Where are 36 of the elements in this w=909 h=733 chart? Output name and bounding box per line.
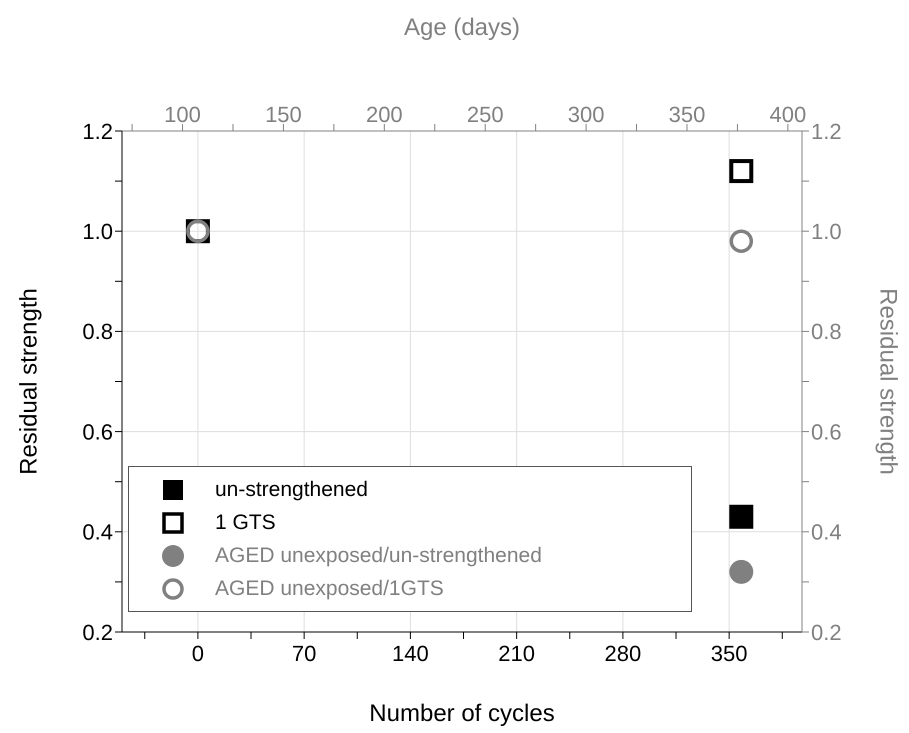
- x-tick-label: 140: [392, 641, 429, 666]
- x-tick-label: 210: [498, 641, 535, 666]
- y-tick-label: 0.2: [82, 620, 113, 645]
- y2-tick-label: 0.8: [811, 319, 842, 344]
- x2-tick-label: 250: [466, 102, 504, 127]
- x2-tick-label: 300: [568, 102, 604, 127]
- y2-tick-label: 0.6: [811, 419, 842, 444]
- point: [729, 159, 754, 184]
- y2-tick-label: 1.0: [811, 219, 842, 244]
- x2-tick-label: 150: [265, 102, 302, 127]
- x-axis-title: Number of cycles: [369, 700, 555, 727]
- y2-tick-label: 1.2: [811, 118, 842, 144]
- x-tick-label: 350: [710, 641, 748, 666]
- x2-tick-label: 200: [366, 102, 403, 127]
- y-tick-label: 0.4: [82, 520, 113, 545]
- x-tick-label: 280: [604, 641, 642, 666]
- legend-label: AGED unexposed/un-strengthened: [215, 544, 542, 568]
- x2-axis-title: Age (days): [404, 14, 520, 42]
- y-axis-title: Residual strength: [16, 288, 43, 475]
- legend-label: un-strengthened: [215, 478, 368, 502]
- y-tick-label: 1.2: [82, 118, 113, 144]
- y-tick-label: 1.0: [82, 219, 113, 244]
- x2-tick-label: 400: [770, 102, 806, 127]
- x-tick-label: 70: [292, 641, 316, 666]
- point: [729, 560, 754, 584]
- point: [729, 504, 754, 529]
- x2-tick-label: 100: [164, 102, 201, 127]
- y-tick-label: 0.8: [82, 319, 113, 344]
- y-tick-label: 0.6: [82, 419, 113, 444]
- x2-tick-label: 350: [668, 102, 706, 127]
- y2-axis-title: Residual strength: [874, 288, 902, 475]
- y2-tick-label: 0.4: [811, 520, 842, 545]
- legend-label: AGED unexposed/1GTS: [215, 576, 444, 600]
- legend-label: 1 GTS: [215, 510, 276, 534]
- y2-tick-label: 0.2: [811, 620, 842, 645]
- x-tick-label: 0: [192, 641, 204, 666]
